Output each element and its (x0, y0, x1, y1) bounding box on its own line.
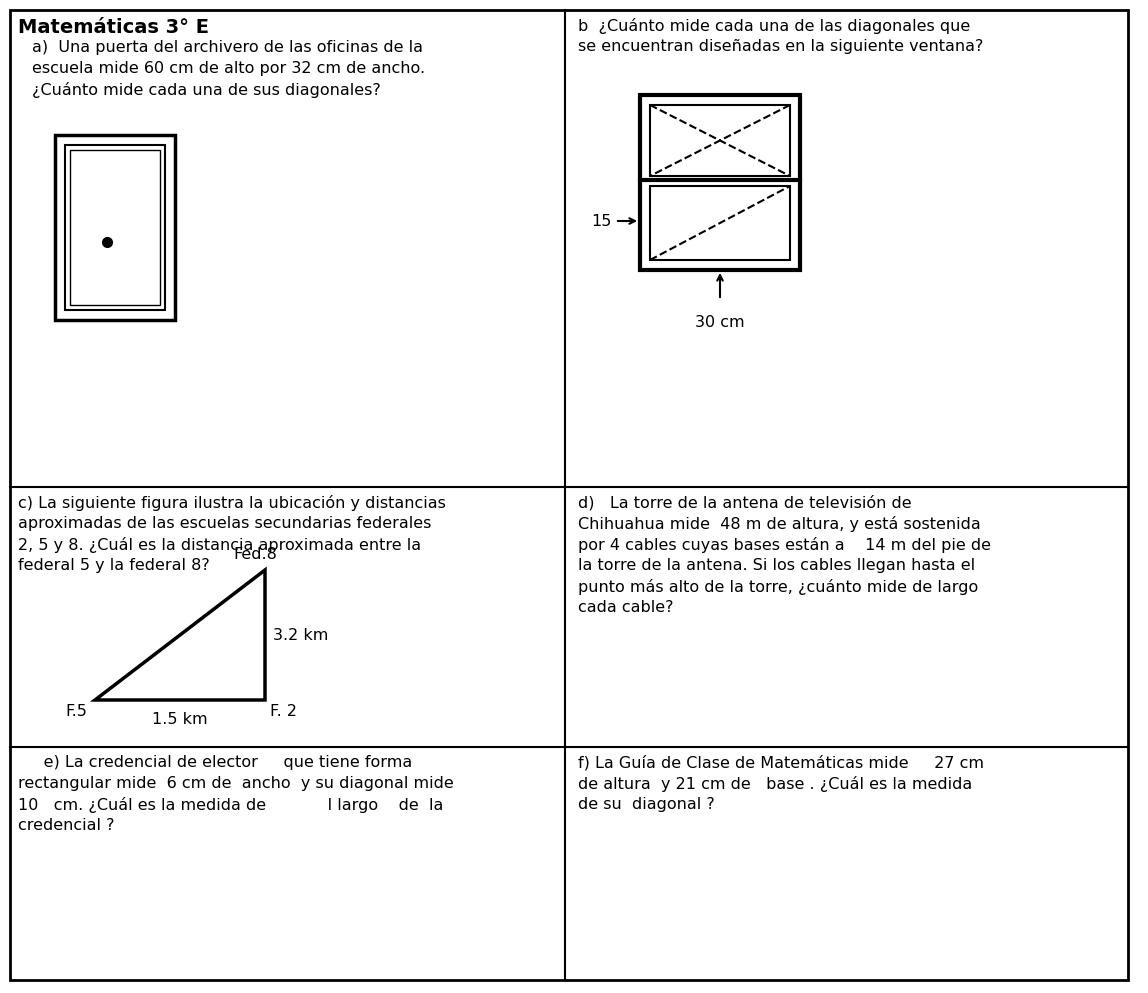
Text: de su  diagonal ?: de su diagonal ? (577, 797, 715, 812)
Text: c) La siguiente figura ilustra la ubicación y distancias: c) La siguiente figura ilustra la ubicac… (18, 495, 445, 511)
Text: Chihuahua mide  48 m de altura, y está sostenida: Chihuahua mide 48 m de altura, y está so… (577, 516, 980, 532)
Text: d)   La torre de la antena de televisión de: d) La torre de la antena de televisión d… (577, 495, 912, 510)
Text: b  ¿Cuánto mide cada una de las diagonales que: b ¿Cuánto mide cada una de las diagonale… (577, 18, 970, 34)
Bar (55, 135, 174, 320)
Text: F.5: F.5 (65, 704, 87, 719)
Text: e) La credencial de elector     que tiene forma: e) La credencial de elector que tiene fo… (18, 755, 412, 770)
Text: se encuentran diseñadas en la siguiente ventana?: se encuentran diseñadas en la siguiente … (577, 39, 984, 54)
Bar (65, 145, 165, 310)
Text: ¿Cuánto mide cada una de sus diagonales?: ¿Cuánto mide cada una de sus diagonales? (32, 82, 381, 98)
Bar (639, 95, 800, 270)
Text: 3.2 km: 3.2 km (273, 628, 328, 642)
Text: F. 2: F. 2 (270, 704, 297, 719)
Text: aproximadas de las escuelas secundarias federales: aproximadas de las escuelas secundarias … (18, 516, 432, 531)
Text: 2, 5 y 8. ¿Cuál es la distancia aproximada entre la: 2, 5 y 8. ¿Cuál es la distancia aproxima… (18, 537, 421, 553)
Bar (70, 150, 160, 305)
Text: 30 cm: 30 cm (696, 315, 745, 330)
Text: la torre de la antena. Si los cables llegan hasta el: la torre de la antena. Si los cables lle… (577, 558, 975, 573)
Bar (650, 186, 790, 260)
Text: de altura  y 21 cm de   base . ¿Cuál es la medida: de altura y 21 cm de base . ¿Cuál es la … (577, 776, 972, 792)
Text: Matemáticas 3° E: Matemáticas 3° E (18, 18, 209, 37)
Text: rectangular mide  6 cm de  ancho  y su diagonal mide: rectangular mide 6 cm de ancho y su diag… (18, 776, 453, 791)
Text: Fed.8: Fed.8 (233, 547, 277, 562)
Text: punto más alto de la torre, ¿cuánto mide de largo: punto más alto de la torre, ¿cuánto mide… (577, 579, 978, 595)
Text: federal 5 y la federal 8?: federal 5 y la federal 8? (18, 558, 210, 573)
Text: a)  Una puerta del archivero de las oficinas de la: a) Una puerta del archivero de las ofici… (32, 40, 422, 55)
Text: 10   cm. ¿Cuál es la medida de            l largo    de  la: 10 cm. ¿Cuál es la medida de l largo de … (18, 797, 443, 813)
Bar (650, 105, 790, 176)
Text: 1.5 km: 1.5 km (153, 712, 208, 727)
Text: por 4 cables cuyas bases están a    14 m del pie de: por 4 cables cuyas bases están a 14 m de… (577, 537, 991, 553)
Text: cada cable?: cada cable? (577, 600, 674, 615)
Text: credencial ?: credencial ? (18, 818, 115, 833)
Text: 15: 15 (591, 213, 612, 228)
Text: escuela mide 60 cm de alto por 32 cm de ancho.: escuela mide 60 cm de alto por 32 cm de … (32, 61, 425, 76)
Text: f) La Guía de Clase de Matemáticas mide     27 cm: f) La Guía de Clase de Matemáticas mide … (577, 755, 984, 771)
